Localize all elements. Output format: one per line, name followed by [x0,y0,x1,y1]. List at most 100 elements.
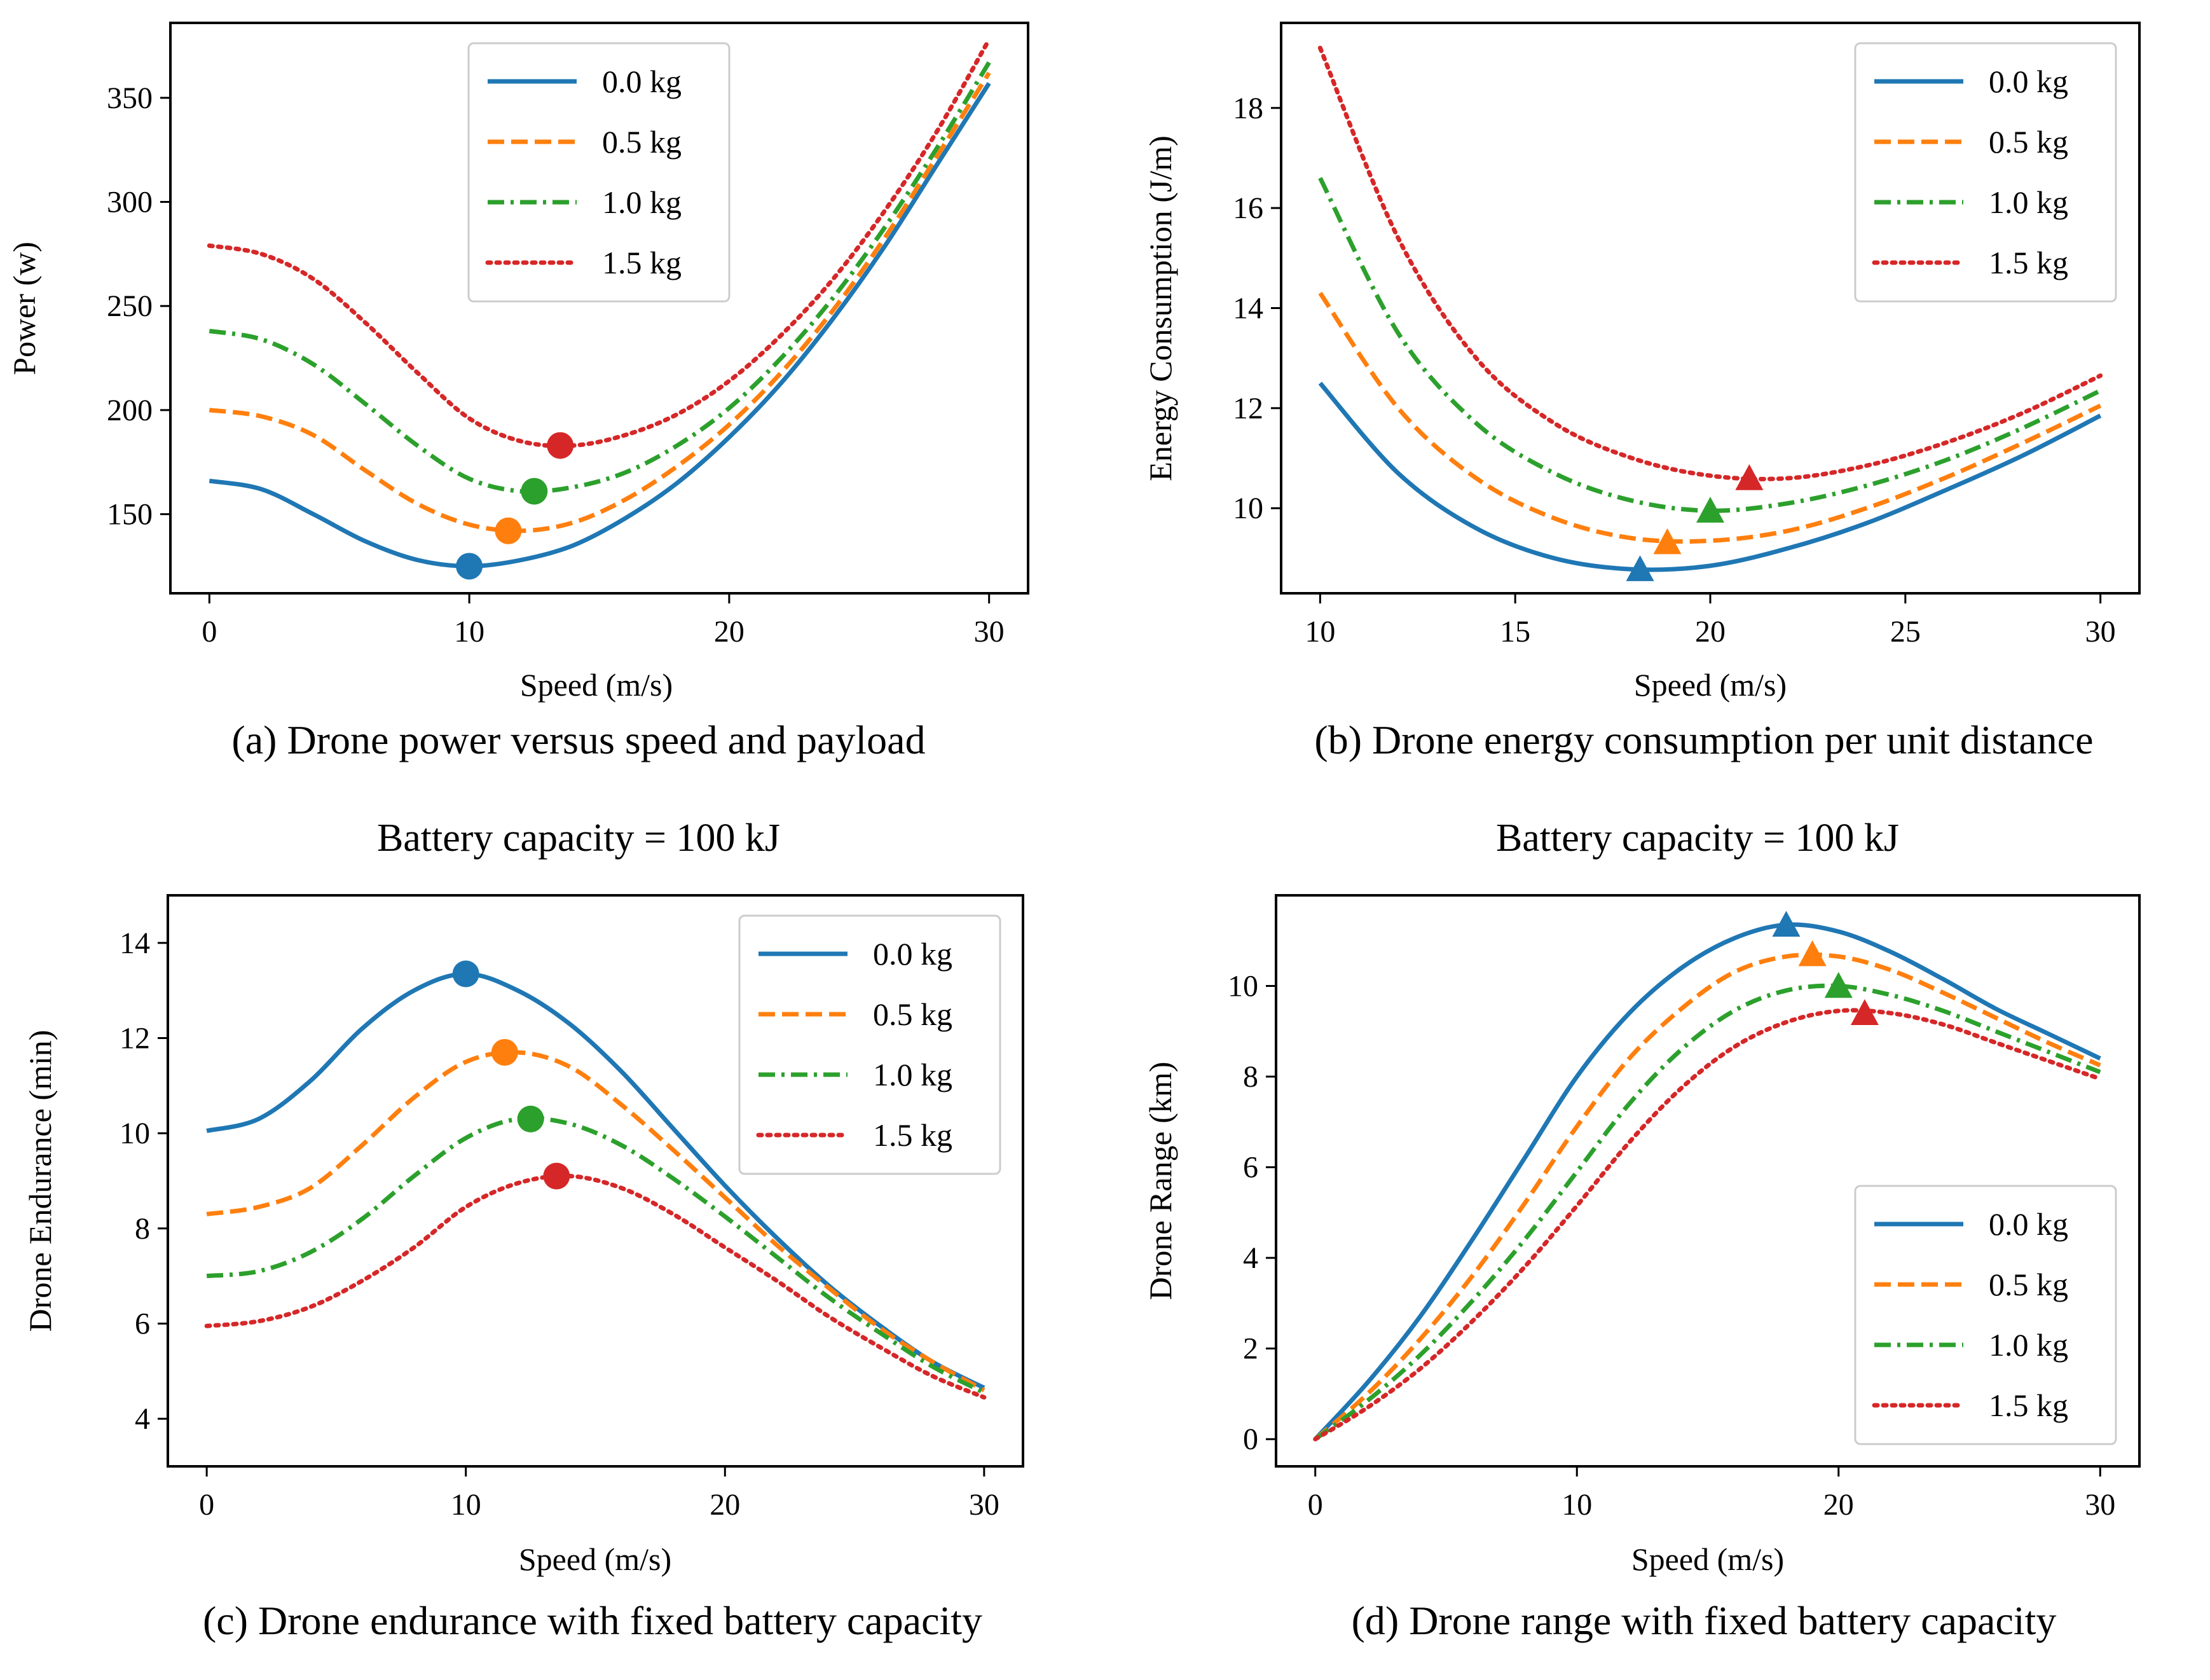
panel-d-y-tick-label: 10 [1228,970,1258,1003]
panel-d-y-tick-label: 8 [1243,1060,1258,1094]
panel-c-series-lines [204,971,987,1400]
panel-b-optimum-point [1735,464,1764,490]
panel-a-y-tick-label: 350 [107,81,153,115]
panel-c-y-tick-label: 4 [135,1402,150,1436]
panel-b-legend: 0.0 kg 0.5 kg 1.0 kg 1.5 kg [1854,42,2117,303]
panel-c-legend: 0.0 kg 0.5 kg 1.0 kg 1.5 kg [738,914,1001,1175]
panel-d-legend: 0.0 kg 0.5 kg 1.0 kg 1.5 kg [1854,1185,2117,1445]
panel-c-legend-label: 1.5 kg [873,1117,952,1153]
panel-b-y-tick-label: 18 [1233,92,1263,125]
panel-a-x-axis-label: Speed (m/s) [520,667,673,703]
panel-b-x-axis-label: Speed (m/s) [1634,667,1787,703]
panel-d-optimum-point [1824,972,1853,998]
panel-d-y-tick-label: 2 [1243,1332,1258,1366]
panel-d-y-tick-label: 0 [1243,1422,1258,1456]
panel-d-legend-box [1854,1185,2117,1445]
panel-b-y-tick-label: 16 [1233,191,1263,225]
panel-b-y-tick-label: 10 [1233,492,1263,525]
panel-b-legend-label: 0.5 kg [1989,124,2068,160]
panel-c-legend-box [738,914,1001,1175]
panel-a-series-line-00 [209,82,991,568]
panel-c-optimum-point [517,1105,544,1133]
panel-c-plot-area: 0 10 20 30 4 6 8 10 12 14 [120,894,1024,1522]
panel-a-optimum-point [547,432,574,459]
panel-a-axes-frame [169,22,1029,595]
panel-c-optimum-point [452,960,479,988]
panel-c-y-axis-label: Drone Endurance (min) [22,1030,58,1332]
panel-a-x-tick-label: 10 [454,615,484,649]
panel-d-series-line-00 [1314,922,2101,1441]
panel-c-legend-label: 0.5 kg [873,996,952,1032]
panel-b-energy-consumption: 10 15 20 25 30 10 12 14 16 18 0.0 kg 0.5 kg 1.0 kg 1… [1143,22,2141,762]
panel-d-optimum-point [1798,940,1827,967]
panel-a-y-tick-label: 250 [107,289,153,323]
panel-d-legend-label: 0.0 kg [1989,1206,2068,1242]
panel-d-optimum-point [1850,999,1879,1026]
panel-d-y-tick-label: 6 [1243,1151,1258,1185]
panel-d-y-axis-label: Drone Range (km) [1143,1062,1178,1300]
panel-a-legend: 0.0 kg 0.5 kg 1.0 kg 1.5 kg [467,42,731,303]
panel-b-y-tick-label: 12 [1233,392,1263,425]
panel-a-legend-label: 0.0 kg [602,64,682,99]
panel-c-series-line-10 [206,1115,985,1395]
panel-a-y-tick-label: 300 [107,186,153,219]
panel-a-series-lines [207,37,992,568]
panel-b-x-tick-label: 15 [1500,615,1530,649]
panel-c-series-line-05 [206,1050,985,1393]
panel-b-optimum-point [1696,497,1724,523]
panel-a-series-line-15 [207,37,992,448]
panel-a-legend-label: 1.5 kg [602,245,682,280]
panel-d-x-tick-label: 30 [2085,1488,2115,1522]
panel-d-x-tick-label: 10 [1561,1488,1592,1522]
panel-d-x-tick-label: 20 [1823,1488,1854,1522]
panel-b-optimum-point [1626,555,1654,581]
panel-c-axes-frame [167,894,1024,1468]
panel-d-x-tick-label: 0 [1308,1488,1323,1522]
panel-a-legend-label: 0.5 kg [602,124,682,160]
panel-a-series-line-05 [209,71,991,534]
panel-c-y-tick-label: 14 [120,926,150,960]
panel-b-y-tick-label: 14 [1233,292,1263,326]
panel-b-series-line-15 [1317,45,2103,481]
panel-b-x-tick-label: 20 [1695,615,1726,649]
panel-d-series-line-05 [1314,952,2101,1441]
panel-b-caption: (b) Drone energy consumption per unit di… [1314,717,2093,762]
panel-b-y-axis-label: Energy Consumption (J/m) [1143,135,1178,481]
panel-d-y-tick-label: 4 [1243,1241,1258,1275]
panel-a-y-tick-label: 150 [107,498,153,532]
panel-c-y-tick-label: 10 [120,1117,150,1150]
panel-b-x-tick-label: 30 [2085,615,2116,649]
panel-d-axes-frame [1275,894,2141,1468]
panel-c-legend-label: 1.0 kg [873,1057,952,1092]
panel-c-legend-label: 0.0 kg [873,936,952,972]
panel-b-legend-label: 0.0 kg [1989,64,2068,99]
panel-b-legend-label: 1.0 kg [1989,184,2068,220]
panel-d-series-line-10 [1314,983,2101,1442]
panel-d-plot-area: 0 10 20 30 0 2 4 6 8 10 [1228,894,2141,1522]
panel-b-legend-label: 1.5 kg [1989,245,2068,280]
panel-c-optimum-point [491,1038,518,1066]
panel-c-x-tick-label: 10 [451,1488,481,1522]
panel-d-caption: (d) Drone range with fixed battery capac… [1352,1598,2057,1643]
panel-c-x-axis-label: Speed (m/s) [519,1541,671,1577]
panel-a-plot-area: 0 10 20 30 150 200 250 300 350 [107,22,1029,649]
panel-c-title: Battery capacity = 100 kJ [377,816,780,860]
panel-d-title: Battery capacity = 100 kJ [1496,816,1899,860]
panel-d-legend-label: 0.5 kg [1989,1267,2068,1302]
panel-a-optimum-point [495,517,522,544]
panel-d-series-lines [1313,922,2103,1442]
panel-c-x-tick-label: 20 [710,1488,740,1522]
panel-b-legend-box [1854,42,2117,303]
panel-c-x-tick-label: 30 [969,1488,999,1522]
panel-c-endurance: Battery capacity = 100 kJ 0 10 20 30 4 6 8 10 12… [22,816,1024,1643]
panel-b-x-tick-label: 10 [1305,615,1335,649]
panel-c-y-tick-label: 8 [135,1212,150,1246]
panel-a-x-tick-label: 30 [974,615,1005,649]
panel-d-legend-label: 1.0 kg [1989,1327,2068,1363]
panel-c-caption: (c) Drone endurance with fixed battery c… [203,1598,982,1643]
panel-a-optimum-point [521,478,548,505]
panel-d-x-axis-label: Speed (m/s) [1631,1541,1784,1577]
panel-b-x-tick-label: 25 [1890,615,1921,649]
panel-a-x-tick-label: 0 [202,615,217,649]
